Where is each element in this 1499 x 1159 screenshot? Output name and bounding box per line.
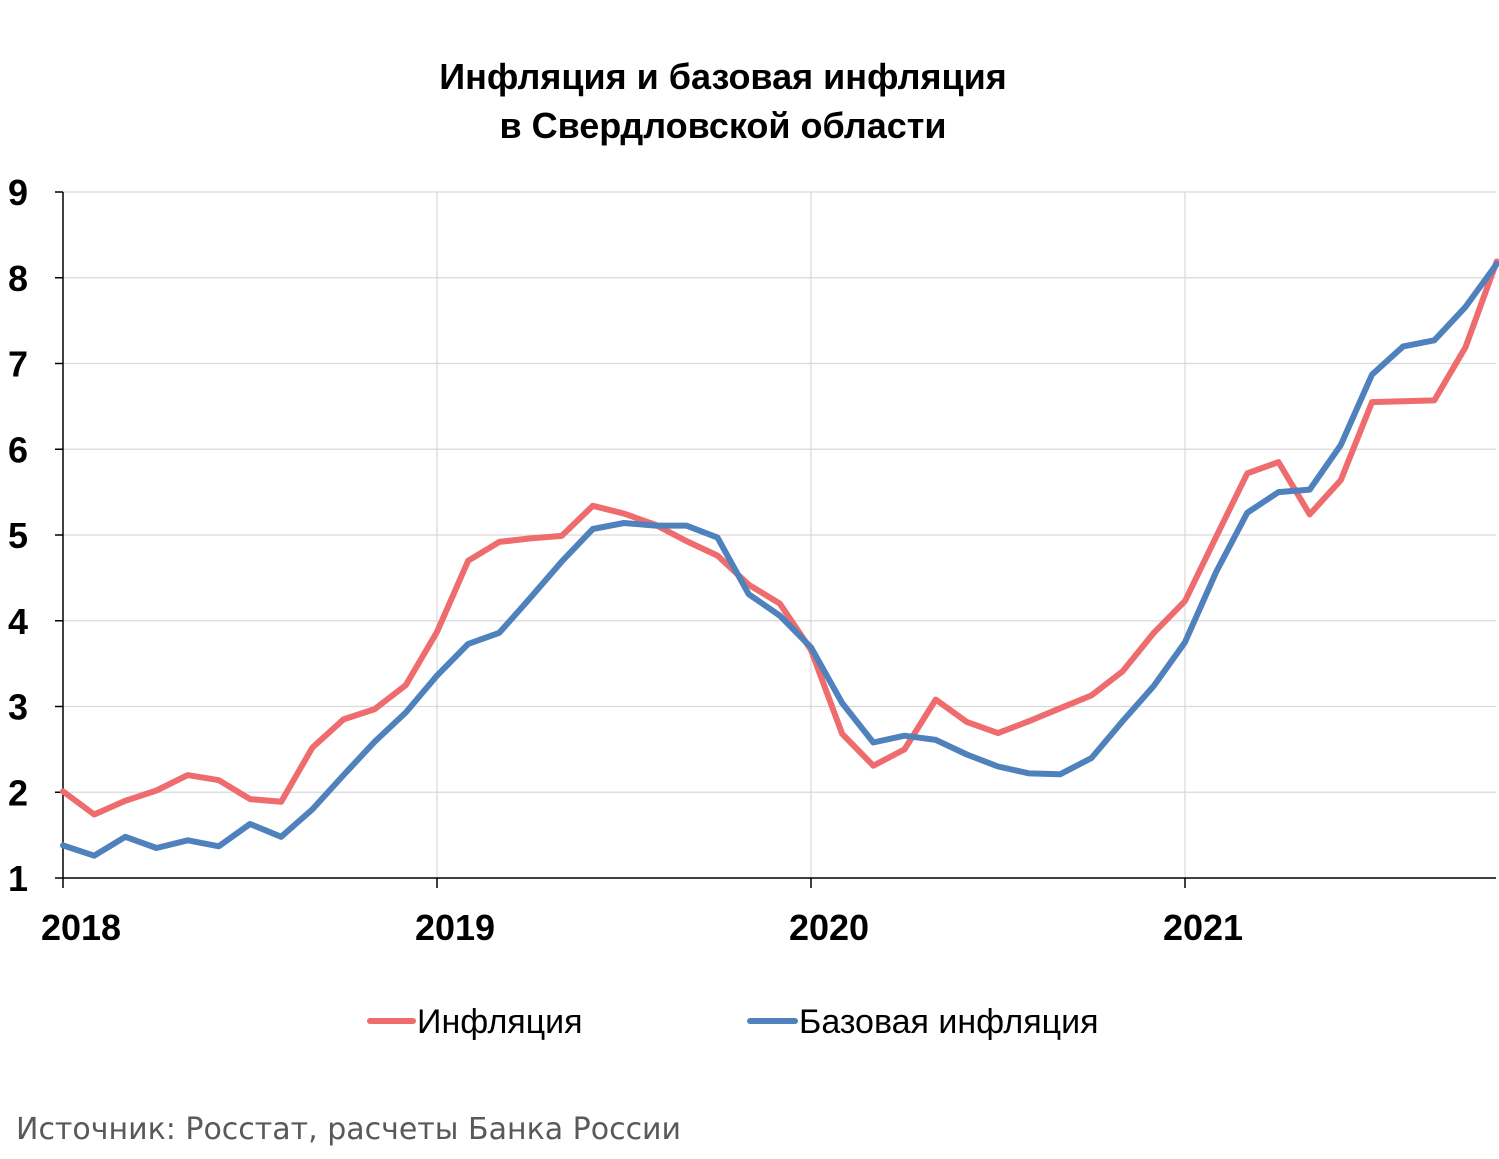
y-tick-label: 3 [8, 687, 28, 728]
y-tick-label: 4 [8, 601, 28, 642]
y-tick-label: 7 [8, 344, 28, 385]
x-tick-labels: 2018 2019 2020 2021 [41, 907, 1243, 948]
y-tick-label: 6 [8, 429, 28, 470]
y-tick-label: 8 [8, 258, 28, 299]
source-note: Источник: Росстат, расчеты Банка России [16, 1112, 682, 1147]
legend-label-inflation: Инфляция [417, 1003, 583, 1041]
chart-title-line-1: Инфляция и базовая инфляция [439, 56, 1007, 97]
y-tick-labels: 1 2 3 4 5 6 7 8 9 [8, 172, 28, 899]
y-tick-label: 5 [8, 515, 28, 556]
x-tick-label: 2019 [415, 907, 495, 948]
gridlines [63, 191, 1496, 878]
series-lines [60, 258, 1499, 859]
y-tick-label: 2 [8, 772, 28, 813]
axes [55, 191, 1496, 888]
y-tick-label: 9 [8, 172, 28, 213]
x-tick-label: 2018 [41, 907, 121, 948]
chart-title-line-2: в Свердловской области [499, 105, 946, 146]
x-tick-label: 2020 [789, 907, 869, 948]
x-tick-label: 2021 [1163, 907, 1243, 948]
series-line-core-inflation [60, 261, 1499, 859]
legend-label-core-inflation: Базовая инфляция [799, 1003, 1099, 1041]
legend: Инфляция Базовая инфляция [367, 1003, 1099, 1041]
y-tick-label: 1 [8, 858, 28, 899]
series-line-inflation [60, 258, 1499, 818]
